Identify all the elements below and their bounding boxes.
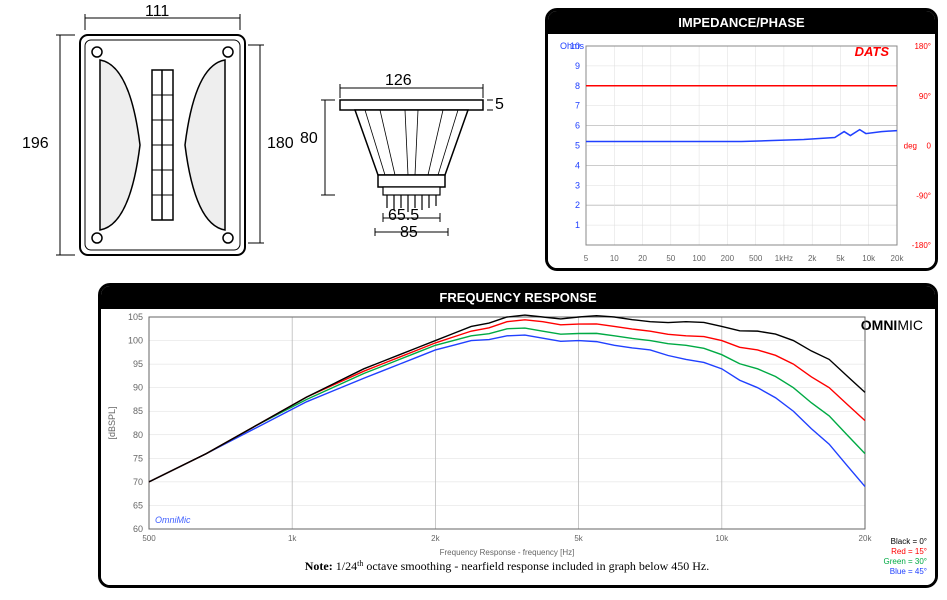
svg-text:9: 9 (575, 61, 580, 71)
svg-text:80: 80 (133, 430, 143, 440)
svg-text:5k: 5k (574, 534, 583, 543)
svg-text:60: 60 (133, 524, 143, 534)
svg-text:10k: 10k (862, 254, 876, 263)
svg-text:10: 10 (610, 254, 619, 263)
svg-text:2: 2 (575, 200, 580, 210)
svg-text:Note: 1/24th octave smoothing: Note: 1/24th octave smoothing - nearfiel… (305, 559, 709, 574)
svg-text:100: 100 (692, 254, 706, 263)
svg-text:5: 5 (575, 141, 580, 151)
svg-text:90: 90 (133, 383, 143, 393)
svg-text:Green = 30°: Green = 30° (884, 557, 927, 566)
svg-text:4: 4 (575, 160, 580, 170)
svg-text:0: 0 (927, 142, 932, 151)
svg-text:1k: 1k (288, 534, 297, 543)
svg-text:5: 5 (584, 254, 589, 263)
svg-text:3: 3 (575, 180, 580, 190)
impedance-title: IMPEDANCE/PHASE (548, 11, 935, 34)
svg-text:OmniMic: OmniMic (155, 515, 191, 525)
svg-text:Black = 0°: Black = 0° (891, 537, 927, 546)
dim-side-base2: 85 (400, 224, 418, 242)
svg-text:105: 105 (128, 312, 143, 322)
svg-text:200: 200 (721, 254, 735, 263)
svg-text:500: 500 (749, 254, 763, 263)
svg-text:95: 95 (133, 359, 143, 369)
dim-front-height-left: 196 (22, 135, 49, 153)
dim-side-width: 126 (385, 72, 412, 90)
svg-text:DATS: DATS (855, 44, 890, 59)
svg-text:20k: 20k (891, 254, 905, 263)
svg-text:100: 100 (128, 336, 143, 346)
svg-text:500: 500 (142, 534, 156, 543)
svg-text:90°: 90° (919, 92, 931, 101)
svg-text:Blue = 45°: Blue = 45° (890, 567, 927, 576)
svg-text:-180°: -180° (912, 241, 931, 250)
svg-text:20: 20 (638, 254, 647, 263)
svg-text:50: 50 (666, 254, 675, 263)
svg-text:85: 85 (133, 406, 143, 416)
impedance-plot: 1234567891051020501002005001kHz2k5k10k20… (548, 34, 935, 267)
svg-text:[dBSPL]: [dBSPL] (107, 406, 117, 439)
drawing-front (30, 10, 270, 265)
svg-text:2k: 2k (808, 254, 817, 263)
svg-text:5k: 5k (836, 254, 845, 263)
svg-text:deg: deg (904, 142, 917, 151)
svg-text:65: 65 (133, 500, 143, 510)
svg-text:Red = 15°: Red = 15° (891, 547, 927, 556)
svg-text:-90°: -90° (916, 191, 931, 200)
dim-front-height-right: 180 (267, 135, 294, 153)
svg-text:OMNIMIC: OMNIMIC (861, 317, 923, 333)
front-svg (30, 10, 270, 265)
freq-title: FREQUENCY RESPONSE (101, 286, 935, 309)
freq-chart: FREQUENCY RESPONSE OMNIMIC 60 65 70 75 80 85 90… (98, 283, 938, 588)
dim-side-height: 80 (300, 130, 318, 148)
svg-text:2k: 2k (431, 534, 440, 543)
svg-text:180°: 180° (914, 42, 931, 51)
svg-text:1: 1 (575, 220, 580, 230)
svg-text:6: 6 (575, 121, 580, 131)
dim-side-flange: 5 (495, 96, 504, 114)
dim-side-base1: 65.5 (388, 207, 419, 225)
svg-text:10k: 10k (715, 534, 729, 543)
svg-text:Frequency Response - frequency: Frequency Response - frequency [Hz] (440, 548, 575, 557)
svg-text:8: 8 (575, 81, 580, 91)
svg-text:1kHz: 1kHz (775, 254, 793, 263)
impedance-chart: IMPEDANCE/PHASE 123456789105102050100200… (545, 8, 938, 271)
svg-text:Ohms: Ohms (560, 41, 585, 51)
svg-text:7: 7 (575, 101, 580, 111)
svg-text:70: 70 (133, 477, 143, 487)
dim-front-width: 111 (145, 3, 169, 21)
freq-plot: OMNIMIC 60 65 70 75 80 85 90 95 100 105 500 1k 2k 5k 10… (101, 309, 935, 584)
svg-text:75: 75 (133, 453, 143, 463)
svg-text:20k: 20k (859, 534, 873, 543)
